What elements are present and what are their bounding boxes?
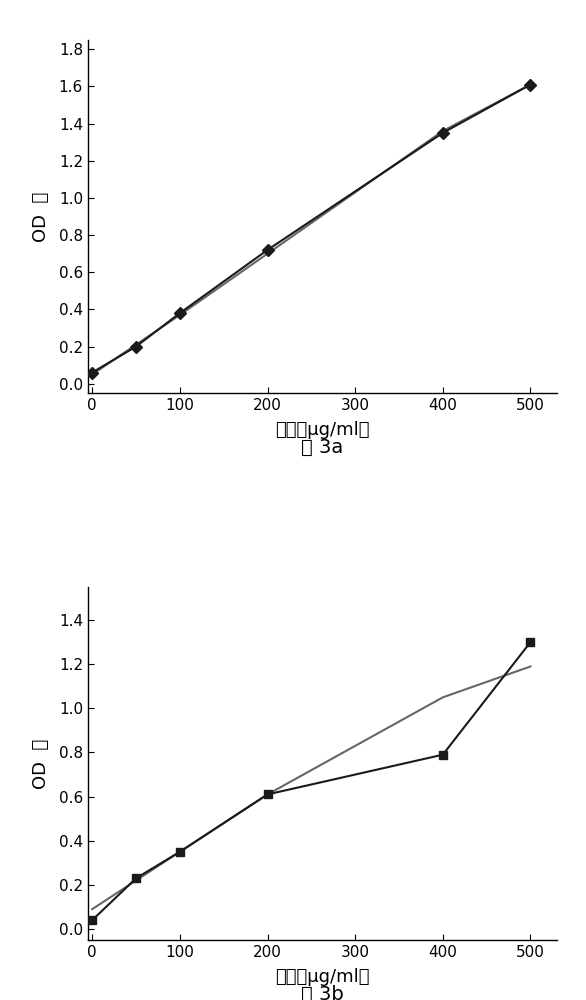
X-axis label: 浓度（μg/ml）: 浓度（μg/ml） <box>275 421 370 439</box>
Y-axis label: OD  値: OD 値 <box>32 738 50 789</box>
Text: 图 3b: 图 3b <box>301 985 343 1000</box>
Text: 图 3a: 图 3a <box>301 438 343 457</box>
Y-axis label: OD  値: OD 値 <box>32 191 50 242</box>
X-axis label: 浓度（μg/ml）: 浓度（μg/ml） <box>275 968 370 986</box>
